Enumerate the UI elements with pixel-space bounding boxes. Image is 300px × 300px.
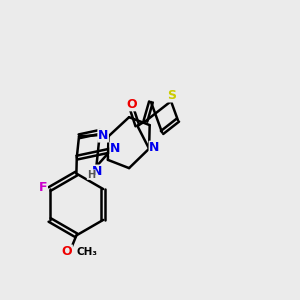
Text: CH₃: CH₃	[77, 247, 98, 256]
Text: O: O	[126, 98, 137, 111]
Text: N: N	[92, 165, 102, 178]
Text: O: O	[62, 245, 72, 258]
Text: S: S	[167, 89, 176, 102]
Text: N: N	[98, 129, 108, 142]
Text: N: N	[110, 142, 120, 155]
Text: H: H	[87, 169, 95, 180]
Text: N: N	[149, 141, 160, 154]
Text: F: F	[39, 181, 47, 194]
